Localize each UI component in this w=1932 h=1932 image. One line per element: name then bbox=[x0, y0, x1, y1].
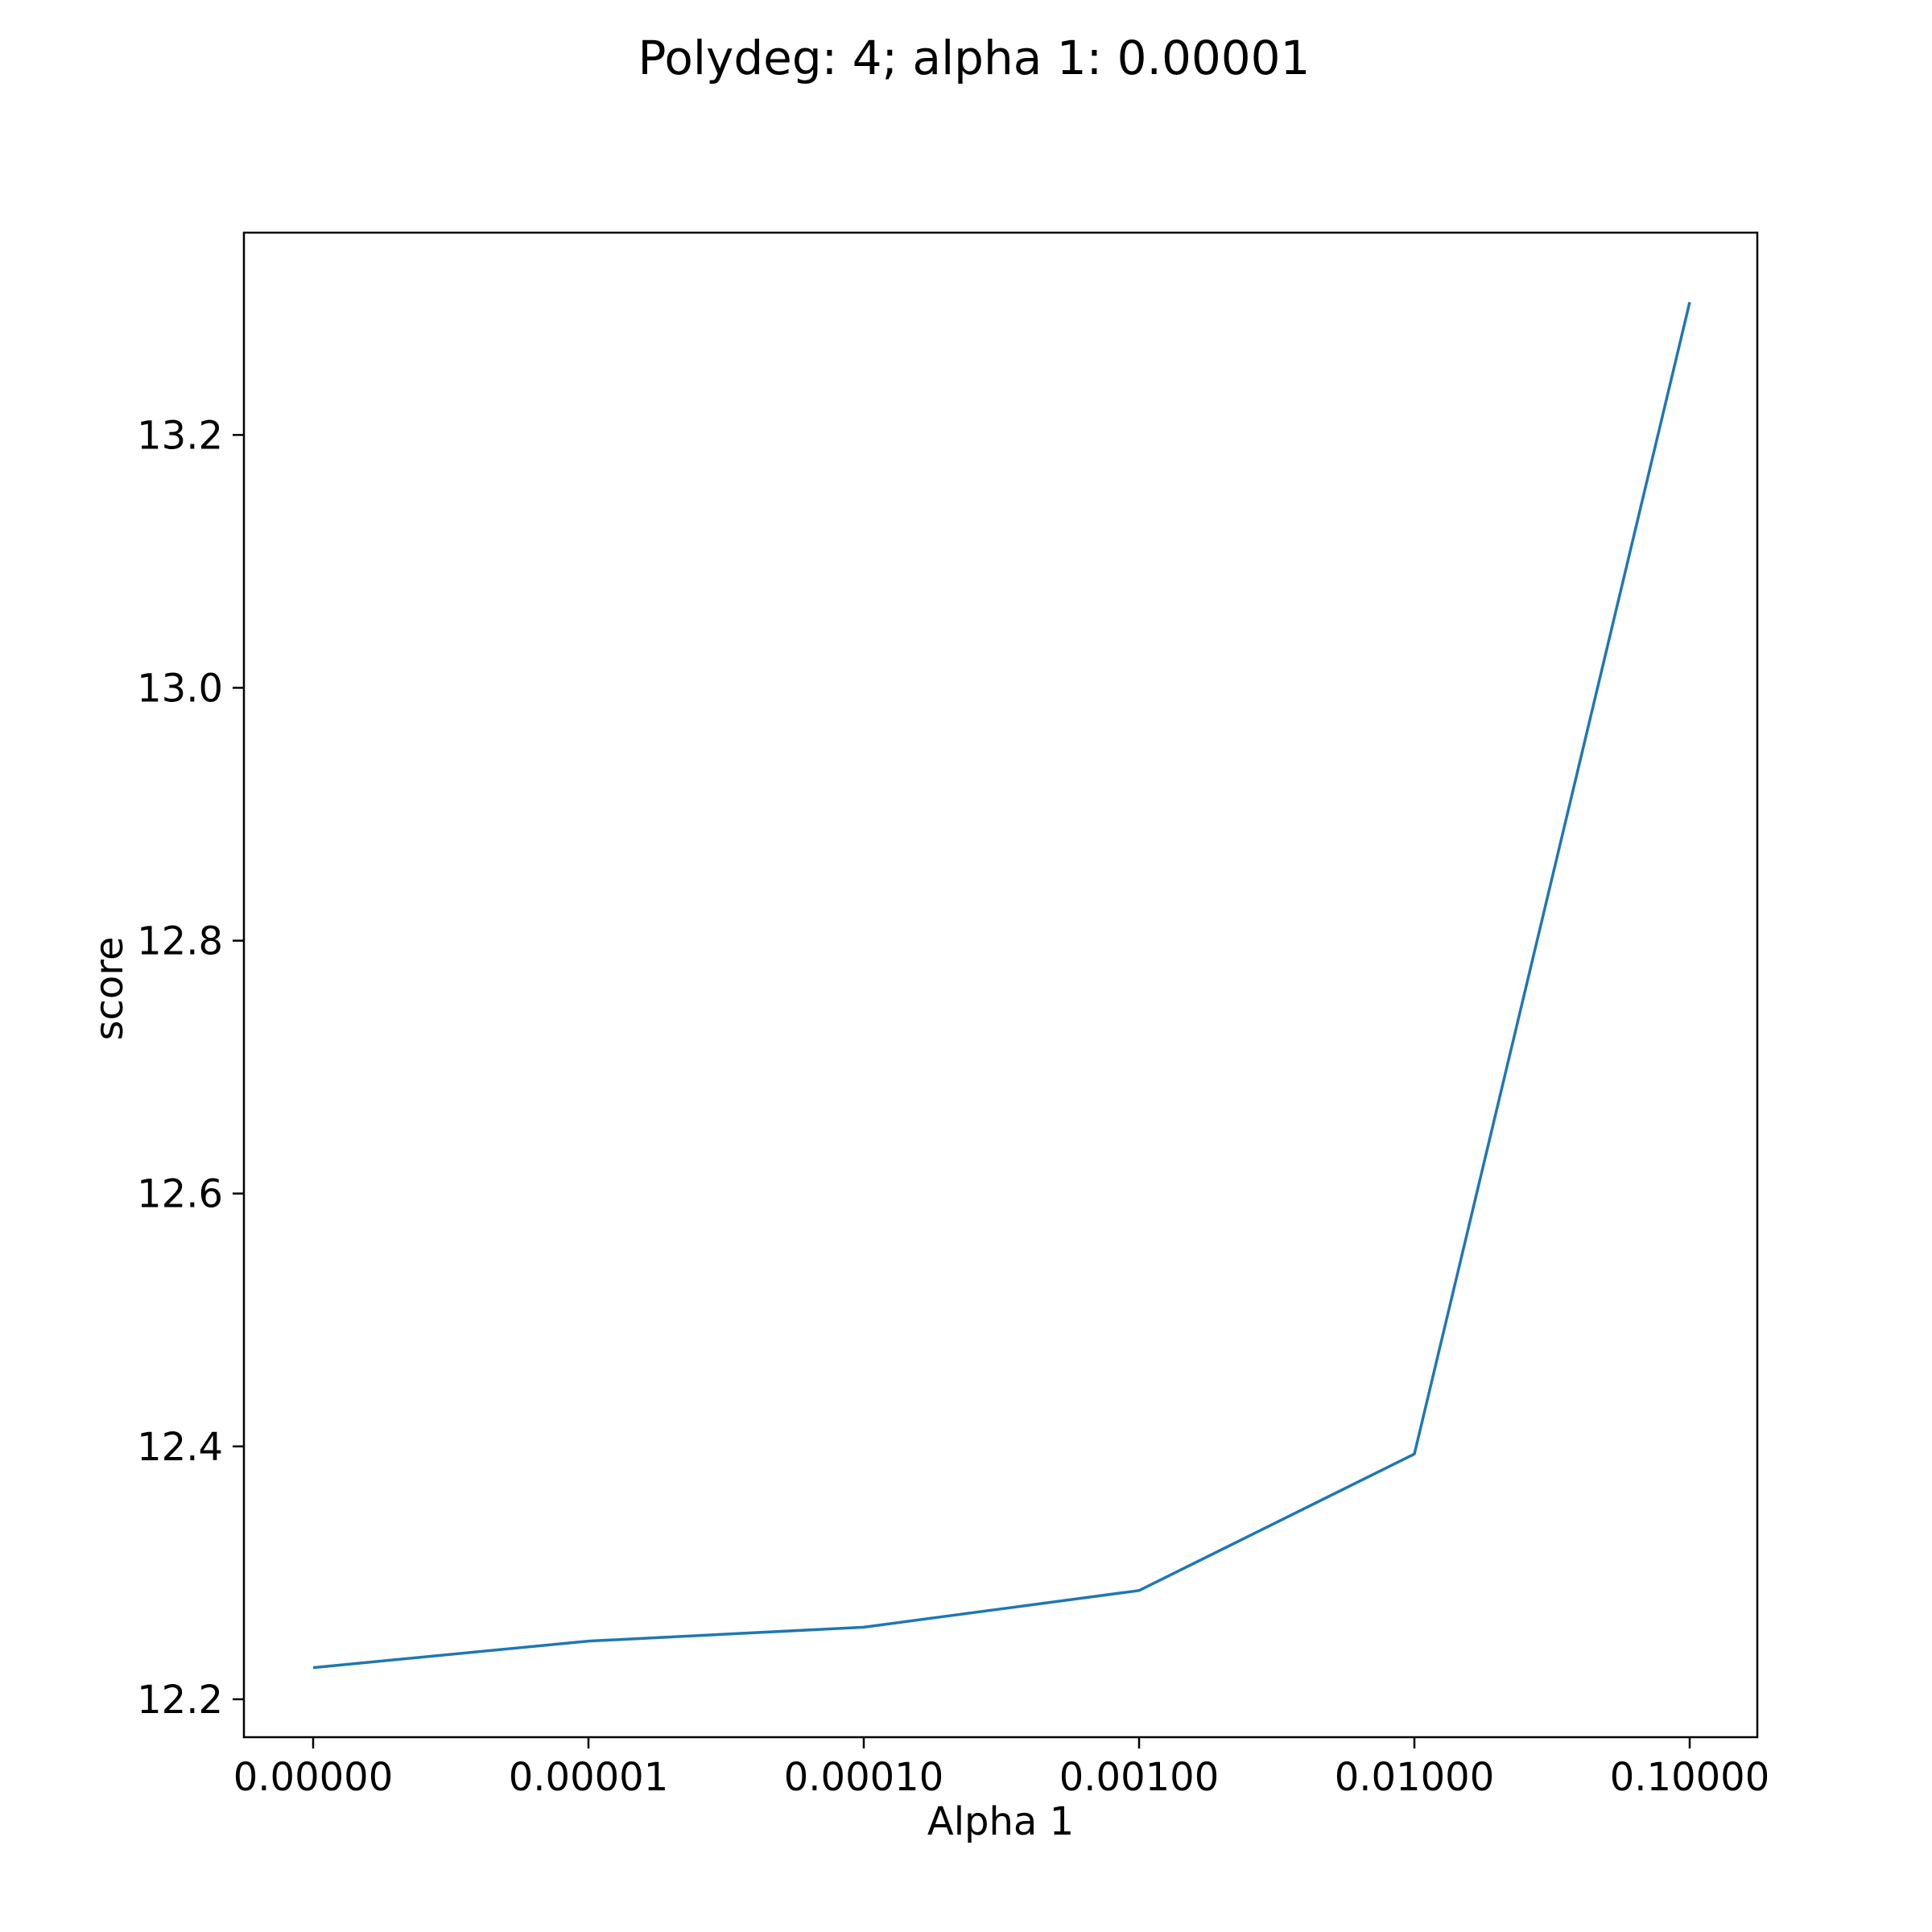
series-line bbox=[312, 301, 1691, 1670]
y-tick-label: 12.6 bbox=[137, 1172, 223, 1217]
plot-frame bbox=[242, 231, 1759, 1739]
y-tick-label: 12.2 bbox=[137, 1678, 223, 1723]
chart-title: Polydeg: 4; alpha 1: 0.00001 bbox=[638, 31, 1311, 85]
y-tick-label: 13.0 bbox=[137, 666, 223, 711]
x-tick-label: 0.00001 bbox=[509, 1755, 669, 1800]
x-tick-label: 0.01000 bbox=[1335, 1755, 1495, 1800]
y-tick-label: 12.8 bbox=[137, 919, 223, 964]
x-tick-label: 0.10000 bbox=[1610, 1755, 1770, 1800]
x-tick-label: 0.00000 bbox=[233, 1755, 394, 1800]
x-tick-label: 0.00100 bbox=[1059, 1755, 1220, 1800]
y-axis-ticks: 12.2 12.4 12.6 12.8 13.0 13.2 bbox=[137, 413, 244, 1723]
x-tick-label: 0.00010 bbox=[784, 1755, 944, 1800]
y-tick-label: 13.2 bbox=[137, 413, 223, 458]
x-axis-ticks: 0.00000 0.00001 0.00010 0.00100 0.01000 0.100… bbox=[233, 1737, 1770, 1800]
y-tick-label: 12.4 bbox=[137, 1425, 223, 1470]
x-axis-label: Alpha 1 bbox=[927, 1799, 1074, 1844]
plot-series bbox=[312, 301, 1691, 1670]
y-axis-label: score bbox=[87, 937, 132, 1041]
